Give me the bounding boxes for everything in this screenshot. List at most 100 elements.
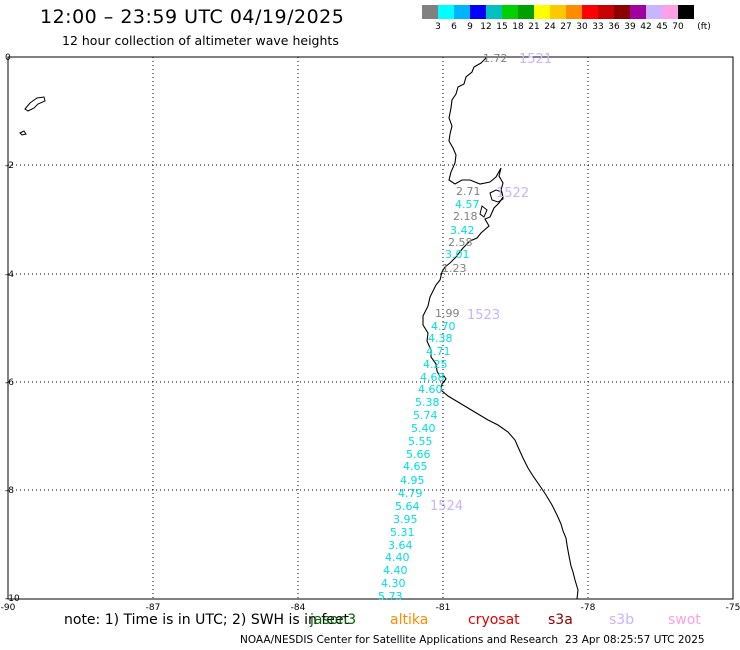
colorbar-label: 30 xyxy=(576,22,588,32)
colorbar-swatch xyxy=(614,5,630,19)
map-subtitle: 12 hour collection of altimeter wave hei… xyxy=(62,33,339,48)
colorbar-label: 24 xyxy=(544,22,556,32)
gulf-inlet xyxy=(479,205,488,218)
colorbar-label: 36 xyxy=(608,22,620,32)
legend-item-altika: altika xyxy=(390,612,429,628)
longitude-tick-label: -84 xyxy=(291,603,306,613)
wave-height-label: 4.40 xyxy=(385,551,410,564)
map-title: 12:00 – 23:59 UTC 04/19/2025 xyxy=(40,6,345,28)
colorbar-swatch xyxy=(550,5,566,19)
latitude-tick-label: -10 xyxy=(5,594,20,604)
colorbar-swatch xyxy=(662,5,678,19)
legend-item-jason3: jason3 xyxy=(310,612,357,628)
wave-height-label: 1.23 xyxy=(442,262,467,275)
colorbar-label: 9 xyxy=(467,22,473,32)
wave-height-label: 4.60 xyxy=(418,383,443,396)
colorbar-label: 45 xyxy=(656,22,668,32)
longitude-tick-label: -87 xyxy=(146,603,161,613)
wave-height-label: 4.68 xyxy=(420,371,445,384)
colorbar-label: 6 xyxy=(451,22,457,32)
latitude-tick-label: -8 xyxy=(5,486,14,496)
legend-item-swot: swot xyxy=(668,612,701,628)
wave-height-label: 5.64 xyxy=(395,500,420,513)
wave-height-label: 1.99 xyxy=(435,307,460,320)
colorbar-swatch xyxy=(646,5,662,19)
colorbar-unit: (ft) xyxy=(697,22,711,32)
wave-height-label: 5.55 xyxy=(408,435,433,448)
latitude-tick-label: 0 xyxy=(5,53,11,63)
legend-item-s3a: s3a xyxy=(548,612,573,628)
longitude-tick-label: -81 xyxy=(436,603,451,613)
colorbar-swatch xyxy=(438,5,454,19)
wave-height-label: 4.71 xyxy=(426,345,451,358)
coastline xyxy=(422,56,579,600)
wave-height-label: 4.79 xyxy=(398,487,423,500)
colorbar-swatch xyxy=(630,5,646,19)
wave-height-label: 4.70 xyxy=(431,320,456,333)
longitude-tick-label: -78 xyxy=(581,603,596,613)
wave-height-label: 4.25 xyxy=(423,358,448,371)
satellite-pass-labels: 1521 1522 1523 1524 xyxy=(430,52,552,514)
colorbar-swatch xyxy=(678,5,694,19)
colorbar-label: 18 xyxy=(512,22,524,32)
wave-height-label: 2.18 xyxy=(453,210,478,223)
generated-timestamp: 23 Apr 08:25:57 UTC 2025 xyxy=(565,634,705,646)
colorbar-swatch xyxy=(422,5,438,19)
pass-number-label: 1521 xyxy=(519,52,552,67)
colorbar-label: 70 xyxy=(672,22,684,32)
colorbar-swatch xyxy=(502,5,518,19)
colorbar-label: 27 xyxy=(560,22,572,32)
colorbar-swatch xyxy=(454,5,470,19)
pass-number-label: 1524 xyxy=(430,499,463,514)
wave-height-label: 5.40 xyxy=(411,422,436,435)
colorbar-label: 33 xyxy=(592,22,604,32)
wave-height-label: 3.01 xyxy=(445,248,470,261)
longitude-tick-label: -75 xyxy=(726,603,740,613)
colorbar-swatch xyxy=(486,5,502,19)
colorbar-swatch xyxy=(566,5,582,19)
map-frame xyxy=(7,56,734,600)
galapagos-island-isabela xyxy=(24,96,46,112)
colorbar-swatch xyxy=(518,5,534,19)
wave-height-label: 4.57 xyxy=(455,198,480,211)
wave-height-label: 4.65 xyxy=(403,460,428,473)
wave-height-label: 3.95 xyxy=(393,513,418,526)
wave-height-label: 3.64 xyxy=(388,539,413,552)
colorbar-swatch xyxy=(598,5,614,19)
legend-item-s3b: s3b xyxy=(609,612,635,628)
pass-number-label: 1522 xyxy=(496,186,529,201)
colorbar-swatch xyxy=(534,5,550,19)
map-grid xyxy=(8,57,733,598)
wave-height-label: 2.71 xyxy=(456,185,481,198)
colorbar-label: 12 xyxy=(480,22,492,32)
footer-note: note: 1) Time is in UTC; 2) SWH is in fe… xyxy=(64,612,350,628)
colorbar-label: 3 xyxy=(435,22,441,32)
latitude-tick-label: -2 xyxy=(5,161,14,171)
wave-height-observations: 1.72 2.714.572.183.422.583.011.23 1.994.70… xyxy=(378,52,508,603)
wave-height-label: 5.73 xyxy=(378,590,403,603)
wave-height-label: 5.74 xyxy=(413,409,438,422)
latitude-tick-label: -6 xyxy=(5,378,14,388)
colorbar-label: 15 xyxy=(496,22,508,32)
wave-height-label: 4.38 xyxy=(428,332,453,345)
legend-item-cryosat: cryosat xyxy=(468,612,520,628)
puna-island xyxy=(489,189,504,203)
credit-line: NOAA/NESDIS Center for Satellite Applica… xyxy=(240,634,558,646)
galapagos-island-small xyxy=(19,130,27,136)
colorbar-label: 39 xyxy=(624,22,636,32)
map-tick-labels: -90 -87 -84 -81 -78 -75 0 -2 -4 -6 -8 -10 xyxy=(1,53,740,613)
wave-height-label: 4.95 xyxy=(400,474,425,487)
wave-height-label: 3.42 xyxy=(450,224,475,237)
latitude-tick-label: -4 xyxy=(5,270,14,280)
wave-height-label: 5.31 xyxy=(390,526,415,539)
wave-height-label: 4.30 xyxy=(381,577,406,590)
wave-height-label: 5.38 xyxy=(415,396,440,409)
wave-height-label: 2.58 xyxy=(448,236,473,249)
colorbar-label: 42 xyxy=(640,22,652,32)
colorbar-swatch xyxy=(582,5,598,19)
wave-height-label: 4.40 xyxy=(383,564,408,577)
pass-number-label: 1523 xyxy=(467,308,500,323)
longitude-tick-label: -90 xyxy=(1,603,16,613)
wave-height-label: 1.72 xyxy=(483,52,508,65)
